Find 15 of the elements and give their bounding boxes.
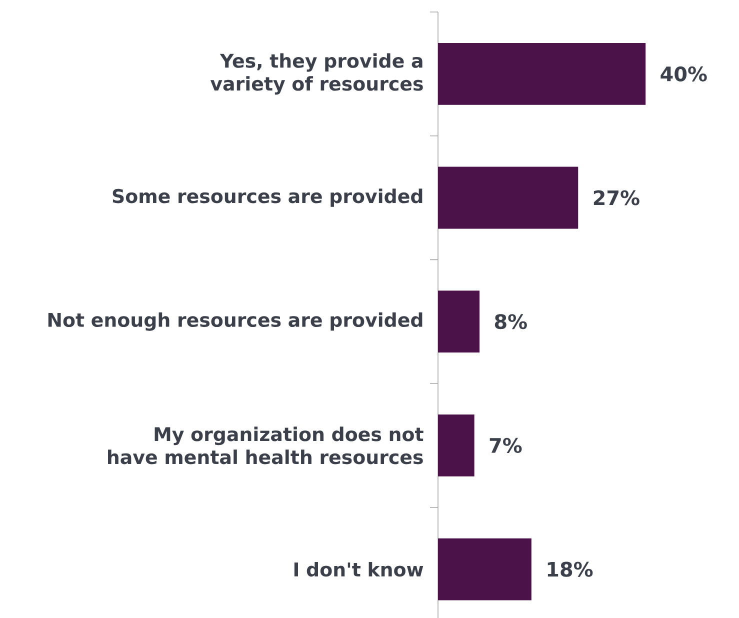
data-label: 8% <box>494 314 527 330</box>
bar <box>438 414 474 476</box>
bar <box>438 538 532 600</box>
y-tick-label: Not enough resources are provided <box>48 312 422 331</box>
y-tick-label: My organization does not have mental health resources <box>108 426 424 464</box>
data-label: 40% <box>660 66 707 82</box>
bar <box>438 166 578 229</box>
bar <box>438 290 480 353</box>
y-tick-label: Yes, they provide a variety of resources <box>210 53 423 95</box>
y-tick-label: I don't know <box>294 562 424 577</box>
data-label: 18% <box>548 562 593 577</box>
bar <box>438 42 646 105</box>
y-tick-label: Some resources are provided <box>112 188 422 207</box>
data-label: 27% <box>594 190 640 206</box>
data-label: 7% <box>490 438 522 453</box>
